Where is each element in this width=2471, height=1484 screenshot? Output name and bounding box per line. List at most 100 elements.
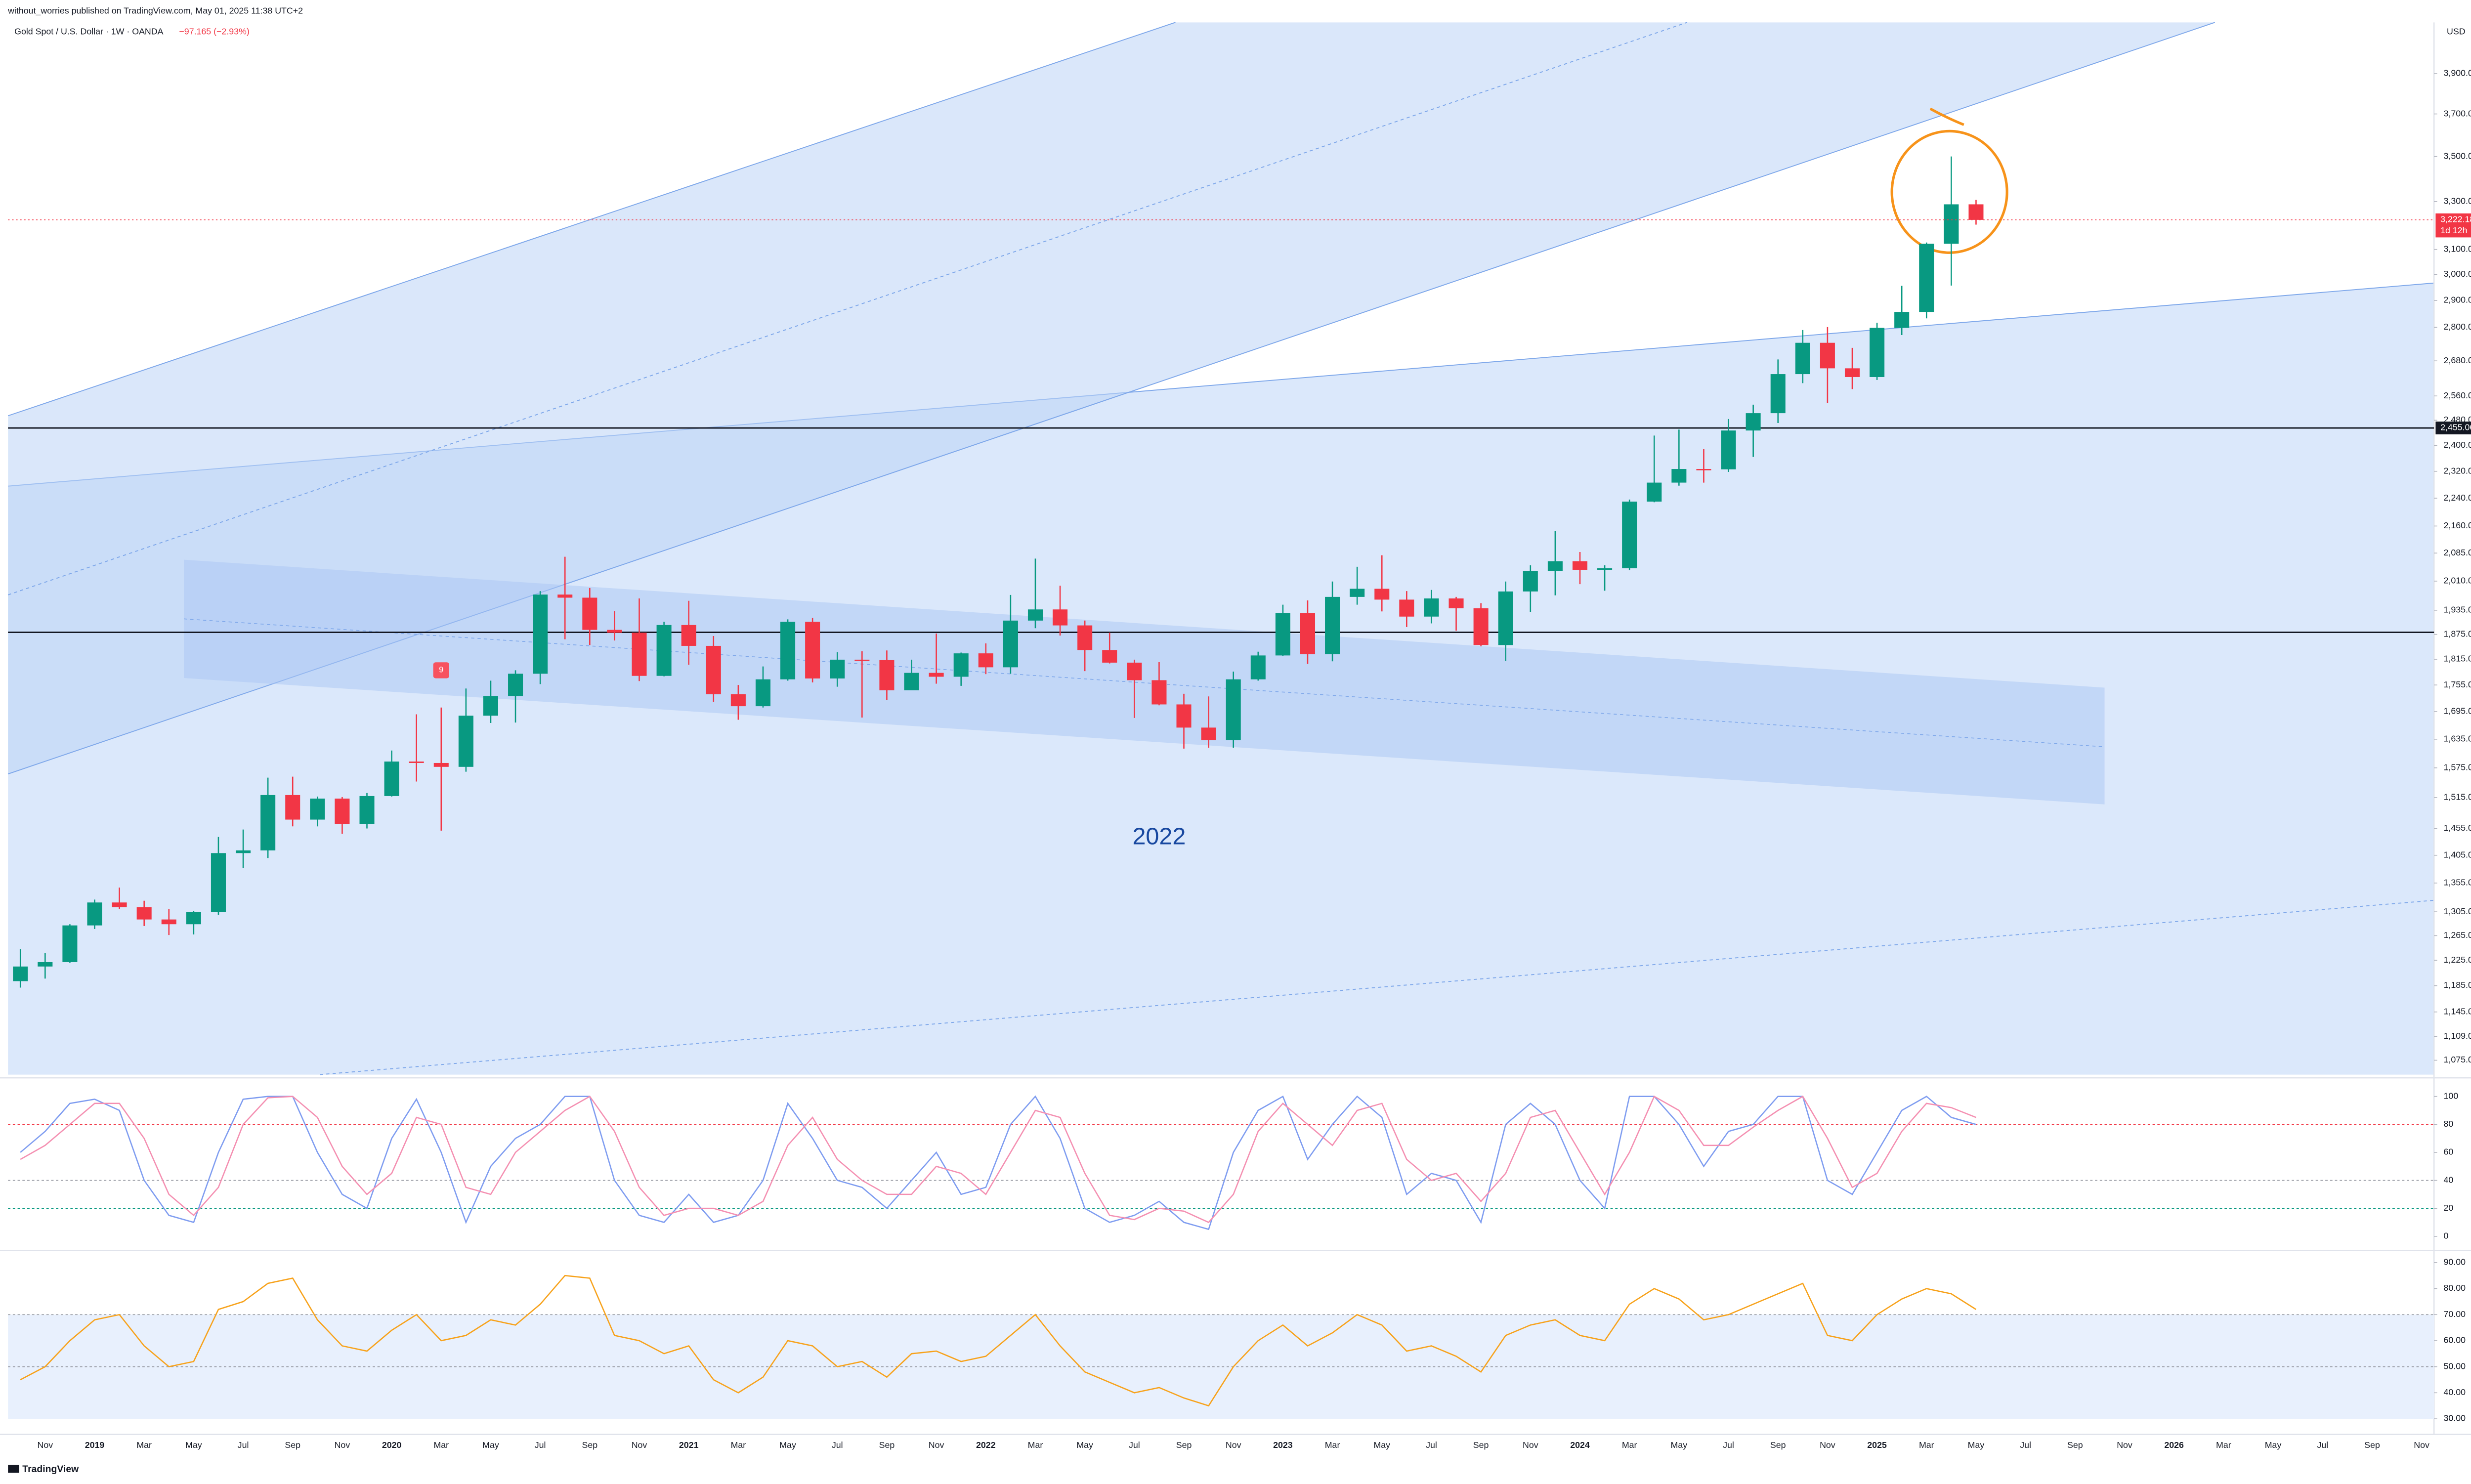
x-tick-label: Mar — [1325, 1440, 1340, 1450]
x-tick-label: Jul — [2317, 1440, 2328, 1450]
candle-body — [1894, 312, 1910, 328]
candle-body — [1127, 662, 1142, 680]
price-line-label-bg — [2435, 422, 2471, 434]
drawings — [7, 22, 2434, 1075]
y-tick-label: 3,000.000 — [2444, 269, 2471, 279]
y-tick-label: 3,300.000 — [2444, 196, 2471, 206]
y-tick-label: 100 — [2444, 1091, 2459, 1101]
x-tick-label: May — [1968, 1440, 1985, 1450]
x-tick-label: May — [2265, 1440, 2282, 1450]
candle-body — [1968, 204, 1984, 220]
x-tick-label: Sep — [2067, 1440, 2083, 1450]
x-tick-label: Jul — [832, 1440, 843, 1450]
candle-body — [978, 653, 993, 668]
candle-body — [1696, 469, 1711, 470]
channel-mid — [7, 22, 1688, 595]
y-tick-label: 3,700.000 — [2444, 108, 2471, 118]
x-tick-label: Jul — [1129, 1440, 1140, 1450]
x-tick-label: Jul — [535, 1440, 546, 1450]
x-tick-label: 2021 — [679, 1440, 699, 1450]
candle-body — [1176, 704, 1192, 728]
candle-body — [904, 673, 919, 690]
y-tick-label: 2,085.000 — [2444, 548, 2471, 557]
channel-line — [7, 22, 1176, 417]
candle-body — [730, 694, 746, 707]
y-tick-label: 80.00 — [2444, 1283, 2466, 1293]
candle-body — [1350, 589, 1365, 597]
y-tick-label: 2,160.000 — [2444, 520, 2471, 530]
y-tick-label: 1,305.000 — [2444, 906, 2471, 916]
x-tick-label: Jul — [1426, 1440, 1437, 1450]
trend-line — [320, 899, 2434, 1075]
candle-body — [1746, 413, 1761, 431]
candle-body — [1671, 469, 1687, 483]
candle-body — [533, 594, 548, 674]
candle-body — [1151, 680, 1167, 705]
y-tick-label: 3,500.000 — [2444, 151, 2471, 161]
y-tick-label: 2,900.000 — [2444, 295, 2471, 305]
candle-body — [557, 594, 573, 598]
x-tick-label: 2026 — [2164, 1440, 2184, 1450]
x-tick-label: Mar — [1028, 1440, 1043, 1450]
currency: USD — [2447, 26, 2466, 36]
y-tick-label: 1,455.000 — [2444, 823, 2471, 833]
candle-body — [1053, 609, 1068, 626]
y-tick-label: 1,145.000 — [2444, 1006, 2471, 1016]
y-tick-label: 40 — [2444, 1175, 2454, 1185]
candle-body — [1919, 244, 1934, 312]
y-tick-label: 3,900.000 — [2444, 68, 2471, 78]
y-tick-label: 1,405.000 — [2444, 849, 2471, 859]
candle-body — [1770, 374, 1786, 414]
candle-body — [335, 798, 350, 824]
x-tick-label: Mar — [731, 1440, 746, 1450]
countdown: 1d 12h — [2440, 225, 2467, 235]
candle-body — [1399, 599, 1414, 617]
candle-body — [186, 912, 201, 925]
x-tick-label: Sep — [879, 1440, 895, 1450]
candle-body — [458, 716, 473, 767]
y-tick-label: 3,100.000 — [2444, 244, 2471, 254]
logo — [8, 1465, 19, 1473]
candle-body — [1201, 727, 1216, 740]
x-tick-label: Nov — [1523, 1440, 1538, 1450]
candle-body — [780, 622, 796, 679]
candle-body — [1622, 502, 1637, 568]
y-tick-label: 30.00 — [2444, 1413, 2466, 1423]
x-tick-label: Jul — [238, 1440, 249, 1450]
brand: TradingView — [22, 1464, 79, 1475]
channel-mid — [184, 618, 2105, 748]
circle-tail — [1929, 107, 1964, 126]
candle-body — [87, 902, 102, 926]
candle-body — [1795, 342, 1810, 375]
annotation: 2022 — [1132, 823, 1186, 850]
y-tick-label: 50.00 — [2444, 1361, 2466, 1371]
x-tick-label: 2024 — [1570, 1440, 1590, 1450]
y-tick-label: 1,265.000 — [2444, 930, 2471, 940]
highlight-circle — [1890, 129, 2008, 254]
y-tick-label: 1,815.000 — [2444, 654, 2471, 664]
x-tick-label: 2023 — [1273, 1440, 1293, 1450]
y-tick-label: 70.00 — [2444, 1309, 2466, 1319]
y-tick-label: 1,755.000 — [2444, 679, 2471, 689]
y-tick-label: 90.00 — [2444, 1257, 2466, 1267]
candle-body — [359, 796, 375, 824]
candle-body — [1572, 561, 1588, 570]
signal-label: 9 — [439, 666, 443, 675]
x-tick-label: Nov — [1820, 1440, 1835, 1450]
y-tick-label: 1,075.000 — [2444, 1055, 2471, 1064]
candle-body — [632, 633, 647, 676]
candle-body — [433, 763, 449, 767]
candle-body — [13, 966, 28, 981]
x-tick-label: May — [185, 1440, 202, 1450]
x-tick-label: Sep — [582, 1440, 598, 1450]
symbol-title: Gold Spot / U.S. Dollar · 1W · OANDA — [14, 26, 164, 36]
x-tick-label: Sep — [1473, 1440, 1489, 1450]
candle-body — [1647, 482, 1662, 502]
candle-body — [1870, 328, 1885, 377]
candle-body — [211, 853, 226, 912]
x-tick-label: Nov — [2414, 1440, 2429, 1450]
candle-body — [38, 962, 53, 967]
x-tick-label: Jul — [2020, 1440, 2031, 1450]
candle-body — [1374, 589, 1390, 600]
x-tick-label: Mar — [2216, 1440, 2231, 1450]
